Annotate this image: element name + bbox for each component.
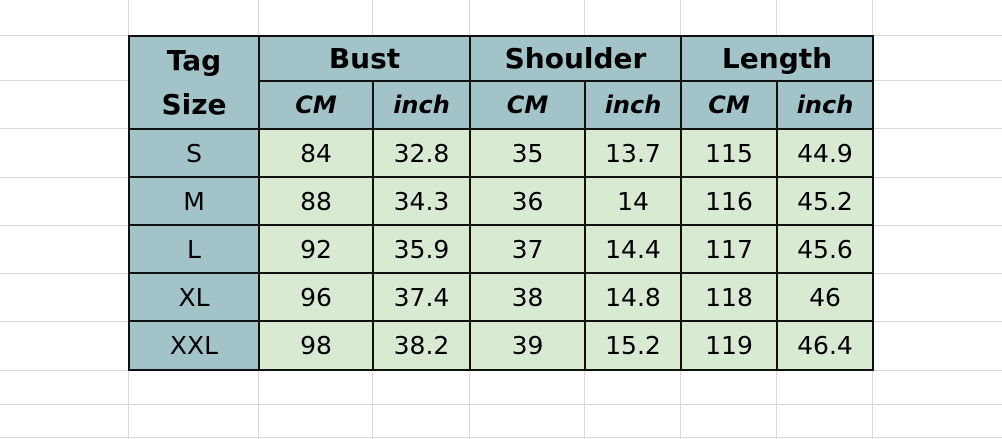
gridline [0, 370, 1002, 371]
value-cell[interactable]: 34.3 [372, 176, 471, 226]
size-chart-table: Tag Size Bust Shoulder Length CM inch CM… [128, 35, 874, 371]
length-header: Length [680, 35, 874, 82]
size-cell[interactable]: L [128, 224, 260, 274]
value-cell[interactable]: 35 [469, 128, 586, 178]
size-cell[interactable]: M [128, 176, 260, 226]
bust-header: Bust [258, 35, 471, 82]
value-cell[interactable]: 15.2 [584, 320, 682, 371]
table-row: XL 96 37.4 38 14.8 118 46 [128, 272, 874, 322]
value-cell[interactable]: 44.9 [776, 128, 874, 178]
table-row: M 88 34.3 36 14 116 45.2 [128, 176, 874, 226]
value-cell[interactable]: 37.4 [372, 272, 471, 322]
table-row: XXL 98 38.2 39 15.2 119 46.4 [128, 320, 874, 371]
value-cell[interactable]: 37 [469, 224, 586, 274]
value-cell[interactable]: 45.2 [776, 176, 874, 226]
value-cell[interactable]: 38.2 [372, 320, 471, 371]
value-cell[interactable]: 118 [680, 272, 778, 322]
value-cell[interactable]: 115 [680, 128, 778, 178]
value-cell[interactable]: 116 [680, 176, 778, 226]
value-cell[interactable]: 84 [258, 128, 374, 178]
value-cell[interactable]: 39 [469, 320, 586, 371]
unit-header: CM [258, 80, 374, 130]
gridline [0, 437, 1002, 438]
tag-label: Tag [166, 43, 222, 77]
value-cell[interactable]: 92 [258, 224, 374, 274]
gridline [0, 404, 1002, 405]
table-row: S 84 32.8 35 13.7 115 44.9 [128, 128, 874, 178]
value-cell[interactable]: 98 [258, 320, 374, 371]
shoulder-header: Shoulder [469, 35, 682, 82]
value-cell[interactable]: 88 [258, 176, 374, 226]
unit-header: inch [584, 80, 682, 130]
value-cell[interactable]: 14 [584, 176, 682, 226]
size-cell[interactable]: XL [128, 272, 260, 322]
value-cell[interactable]: 45.6 [776, 224, 874, 274]
unit-header: CM [469, 80, 586, 130]
value-cell[interactable]: 14.4 [584, 224, 682, 274]
unit-header: inch [776, 80, 874, 130]
tag-size-header: Tag Size [128, 35, 260, 130]
value-cell[interactable]: 35.9 [372, 224, 471, 274]
value-cell[interactable]: 38 [469, 272, 586, 322]
value-cell[interactable]: 96 [258, 272, 374, 322]
unit-header: inch [372, 80, 471, 130]
value-cell[interactable]: 119 [680, 320, 778, 371]
unit-header: CM [680, 80, 778, 130]
size-cell[interactable]: XXL [128, 320, 260, 371]
value-cell[interactable]: 13.7 [584, 128, 682, 178]
value-cell[interactable]: 46 [776, 272, 874, 322]
value-cell[interactable]: 32.8 [372, 128, 471, 178]
size-label: Size [161, 87, 227, 121]
value-cell[interactable]: 36 [469, 176, 586, 226]
value-cell[interactable]: 117 [680, 224, 778, 274]
value-cell[interactable]: 46.4 [776, 320, 874, 371]
value-cell[interactable]: 14.8 [584, 272, 682, 322]
table-row: L 92 35.9 37 14.4 117 45.6 [128, 224, 874, 274]
size-cell[interactable]: S [128, 128, 260, 178]
